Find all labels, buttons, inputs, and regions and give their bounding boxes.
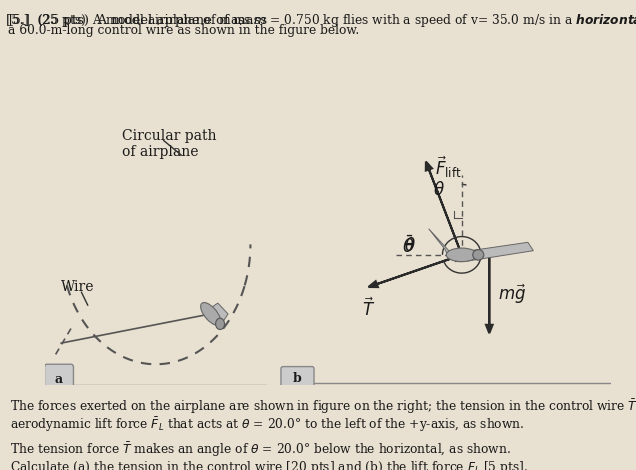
FancyArrow shape	[426, 162, 462, 255]
Text: Circular path
of airplane: Circular path of airplane	[122, 129, 217, 159]
FancyArrow shape	[486, 255, 493, 333]
Polygon shape	[207, 303, 228, 325]
Ellipse shape	[200, 303, 221, 325]
Circle shape	[473, 250, 484, 260]
Text: The forces exerted on the airplane are shown in figure on the right; the tension: The forces exerted on the airplane are s…	[10, 397, 636, 415]
FancyArrow shape	[368, 255, 462, 287]
FancyBboxPatch shape	[45, 364, 74, 395]
Text: a 60.0-m-long control wire as shown in the figure below.: a 60.0-m-long control wire as shown in t…	[8, 24, 359, 37]
Polygon shape	[429, 229, 451, 257]
Text: $\vec{F}_{\mathrm{lift}}$: $\vec{F}_{\mathrm{lift}}$	[435, 154, 461, 180]
Ellipse shape	[446, 248, 477, 262]
Text: b: b	[293, 372, 302, 384]
Polygon shape	[456, 243, 534, 261]
Text: Wire: Wire	[61, 280, 95, 294]
Text: The tension force $\bar{T}$ makes an angle of $\theta$ = 20.0° below the horizon: The tension force $\bar{T}$ makes an ang…	[10, 440, 511, 459]
Text: $\theta$: $\theta$	[432, 181, 445, 199]
Circle shape	[216, 318, 225, 329]
Text: Calculate (a) the tension in the control wire [20 pts] and (b) the lift force $F: Calculate (a) the tension in the control…	[10, 459, 528, 470]
Text: $\bar{\theta}$: $\bar{\theta}$	[403, 235, 415, 257]
Text: aerodynamic lift force $\bar{F}_L$ that acts at $\theta$ = 20.0° to the left of : aerodynamic lift force $\bar{F}_L$ that …	[10, 416, 524, 434]
Text: [5.]  (25 pts)  A model airplane of mass: [5.] (25 pts) A model airplane of mass	[6, 14, 272, 27]
Text: [5.]  (25 pts)  A model airplane of mass $m$ = 0.750 kg flies with a speed of v=: [5.] (25 pts) A model airplane of mass $…	[8, 12, 636, 29]
Text: $m\vec{g}$: $m\vec{g}$	[498, 282, 527, 306]
Text: $\theta$: $\theta$	[404, 237, 416, 256]
Text: $\vec{T}$: $\vec{T}$	[362, 298, 375, 320]
FancyBboxPatch shape	[281, 367, 314, 390]
Text: a: a	[55, 373, 63, 386]
